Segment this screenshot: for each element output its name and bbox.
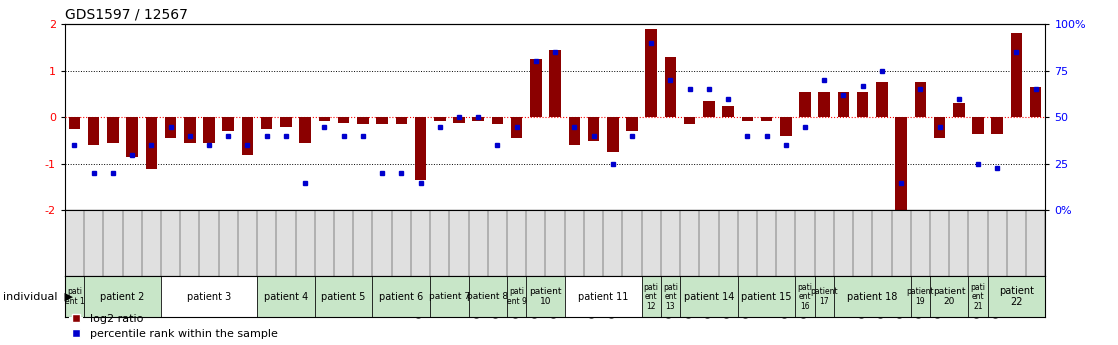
Text: patient
19: patient 19: [907, 287, 935, 306]
Bar: [453, 117, 465, 123]
Bar: [372, 276, 430, 317]
Bar: [665, 57, 676, 117]
Bar: [357, 117, 369, 124]
Text: pati
ent
13: pati ent 13: [663, 283, 678, 311]
Bar: [1011, 33, 1022, 117]
Bar: [1030, 87, 1042, 117]
Bar: [508, 276, 527, 317]
Bar: [222, 117, 234, 131]
Text: pati
ent
12: pati ent 12: [644, 283, 659, 311]
Text: patient 2: patient 2: [101, 292, 144, 302]
Bar: [68, 117, 80, 129]
Bar: [107, 117, 119, 143]
Bar: [565, 276, 642, 317]
Bar: [930, 276, 968, 317]
Bar: [415, 117, 426, 180]
Bar: [680, 276, 738, 317]
Bar: [468, 276, 508, 317]
Bar: [684, 117, 695, 124]
Text: patient 15: patient 15: [741, 292, 792, 302]
Text: pati
ent 9: pati ent 9: [506, 287, 527, 306]
Bar: [877, 82, 888, 117]
Text: patient 18: patient 18: [847, 292, 898, 302]
Bar: [760, 117, 773, 120]
Text: patient 5: patient 5: [321, 292, 366, 302]
Text: patient 8: patient 8: [467, 292, 509, 301]
Text: patient 3: patient 3: [187, 292, 231, 302]
Text: GDS1597 / 12567: GDS1597 / 12567: [65, 8, 188, 22]
Bar: [780, 117, 792, 136]
Bar: [856, 92, 869, 117]
Bar: [145, 117, 158, 169]
Bar: [184, 117, 196, 143]
Bar: [722, 106, 733, 117]
Bar: [281, 117, 292, 127]
Bar: [527, 276, 565, 317]
Bar: [377, 117, 388, 124]
Bar: [530, 59, 541, 117]
Text: patient 11: patient 11: [578, 292, 628, 302]
Bar: [588, 117, 599, 141]
Bar: [815, 276, 834, 317]
Bar: [607, 117, 618, 152]
Bar: [257, 276, 315, 317]
Bar: [203, 117, 215, 143]
Bar: [315, 276, 372, 317]
Bar: [968, 276, 987, 317]
Bar: [126, 117, 138, 157]
Bar: [915, 82, 926, 117]
Bar: [799, 92, 811, 117]
Bar: [396, 117, 407, 124]
Bar: [834, 276, 911, 317]
Bar: [319, 117, 330, 120]
Bar: [549, 50, 561, 117]
Text: patient 14: patient 14: [684, 292, 735, 302]
Text: patient 4: patient 4: [264, 292, 309, 302]
Text: patient
17: patient 17: [811, 287, 838, 306]
Text: pati
ent 1: pati ent 1: [65, 287, 84, 306]
Bar: [837, 92, 850, 117]
Bar: [241, 117, 254, 155]
Bar: [492, 117, 503, 124]
Bar: [896, 117, 907, 210]
Bar: [161, 276, 257, 317]
Text: patient
20: patient 20: [932, 287, 966, 306]
Text: patient 6: patient 6: [379, 292, 424, 302]
Bar: [88, 117, 100, 145]
Bar: [511, 117, 522, 138]
Legend: log2 ratio, percentile rank within the sample: log2 ratio, percentile rank within the s…: [70, 314, 278, 339]
Bar: [473, 117, 484, 120]
Bar: [645, 29, 657, 117]
Bar: [973, 117, 984, 134]
Bar: [338, 117, 350, 123]
Bar: [992, 117, 1003, 134]
Bar: [430, 276, 468, 317]
Bar: [934, 117, 946, 138]
Bar: [738, 276, 795, 317]
Bar: [434, 117, 445, 120]
Bar: [953, 104, 965, 117]
Bar: [65, 276, 84, 317]
Bar: [703, 101, 714, 117]
Text: pati
ent
16: pati ent 16: [797, 283, 813, 311]
Bar: [300, 117, 311, 143]
Bar: [795, 276, 815, 317]
Text: individual  ▶: individual ▶: [3, 292, 74, 302]
Bar: [164, 117, 177, 138]
Bar: [661, 276, 680, 317]
Bar: [84, 276, 161, 317]
Text: patient
22: patient 22: [999, 286, 1034, 307]
Bar: [260, 117, 273, 129]
Bar: [987, 276, 1045, 317]
Text: patient 7: patient 7: [429, 292, 470, 301]
Bar: [642, 276, 661, 317]
Bar: [911, 276, 930, 317]
Bar: [741, 117, 754, 120]
Bar: [569, 117, 580, 145]
Text: patient
10: patient 10: [529, 287, 561, 306]
Bar: [626, 117, 637, 131]
Bar: [818, 92, 830, 117]
Text: pati
ent
21: pati ent 21: [970, 283, 986, 311]
